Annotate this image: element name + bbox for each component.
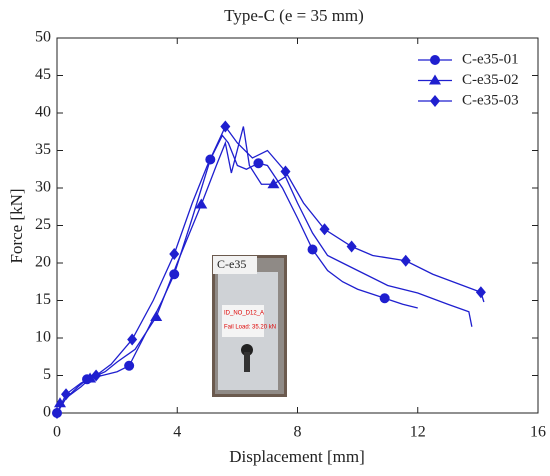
y-tick-label: 0: [43, 404, 51, 421]
x-tick-label: 8: [294, 424, 302, 441]
marker: [150, 311, 163, 321]
marker: [346, 240, 357, 253]
marker: [195, 198, 208, 209]
x-axis-label: Displacement [mm]: [229, 447, 365, 466]
marker: [52, 407, 62, 419]
data-line: [56, 134, 418, 414]
y-tick-label: 25: [35, 216, 51, 233]
marker: [220, 120, 231, 133]
y-axis-label: Force [kN]: [7, 188, 26, 263]
legend-label: C-e35-02: [462, 72, 519, 88]
y-tick-label: 10: [35, 329, 51, 346]
y-tick-label: 20: [35, 254, 51, 271]
marker: [61, 388, 72, 401]
marker: [307, 244, 318, 255]
inset-caption: C-e35: [217, 257, 246, 271]
marker: [379, 293, 390, 304]
data-line: [56, 125, 485, 414]
y-tick-label: 40: [35, 104, 51, 121]
y-tick-label: 50: [35, 29, 51, 46]
marker: [319, 223, 330, 236]
y-tick-label: 5: [43, 366, 51, 383]
marker: [280, 165, 291, 178]
x-tick-label: 16: [530, 424, 546, 441]
marker: [124, 360, 135, 371]
marker: [91, 369, 102, 382]
marker: [430, 55, 440, 65]
marker: [475, 286, 486, 299]
marker: [429, 74, 441, 85]
marker: [253, 158, 264, 169]
x-tick-label: 12: [410, 424, 426, 441]
y-tick-label: 15: [35, 291, 51, 308]
x-tick-label: 4: [173, 424, 181, 441]
chart-title: Type-C (e = 35 mm): [224, 6, 364, 25]
marker: [127, 333, 138, 346]
marker: [267, 178, 280, 189]
y-tick-label: 45: [35, 66, 51, 83]
data-line: [56, 126, 473, 414]
marker: [400, 254, 411, 267]
y-tick-label: 30: [35, 179, 51, 196]
inset-label-id: ID_NO_D12_A: [224, 311, 264, 317]
marker: [430, 95, 440, 107]
marker: [54, 397, 67, 408]
legend-label: C-e35-03: [462, 92, 519, 108]
inset-label-load: Fail Load: 35.20 kN: [224, 325, 276, 331]
x-tick-label: 0: [53, 424, 61, 441]
y-tick-label: 35: [35, 141, 51, 158]
legend-label: C-e35-01: [462, 51, 519, 67]
inset-photo: C-e35 ID_NO_D12_A Fail Load: 35.20 kN: [212, 255, 287, 397]
marker: [169, 248, 180, 260]
